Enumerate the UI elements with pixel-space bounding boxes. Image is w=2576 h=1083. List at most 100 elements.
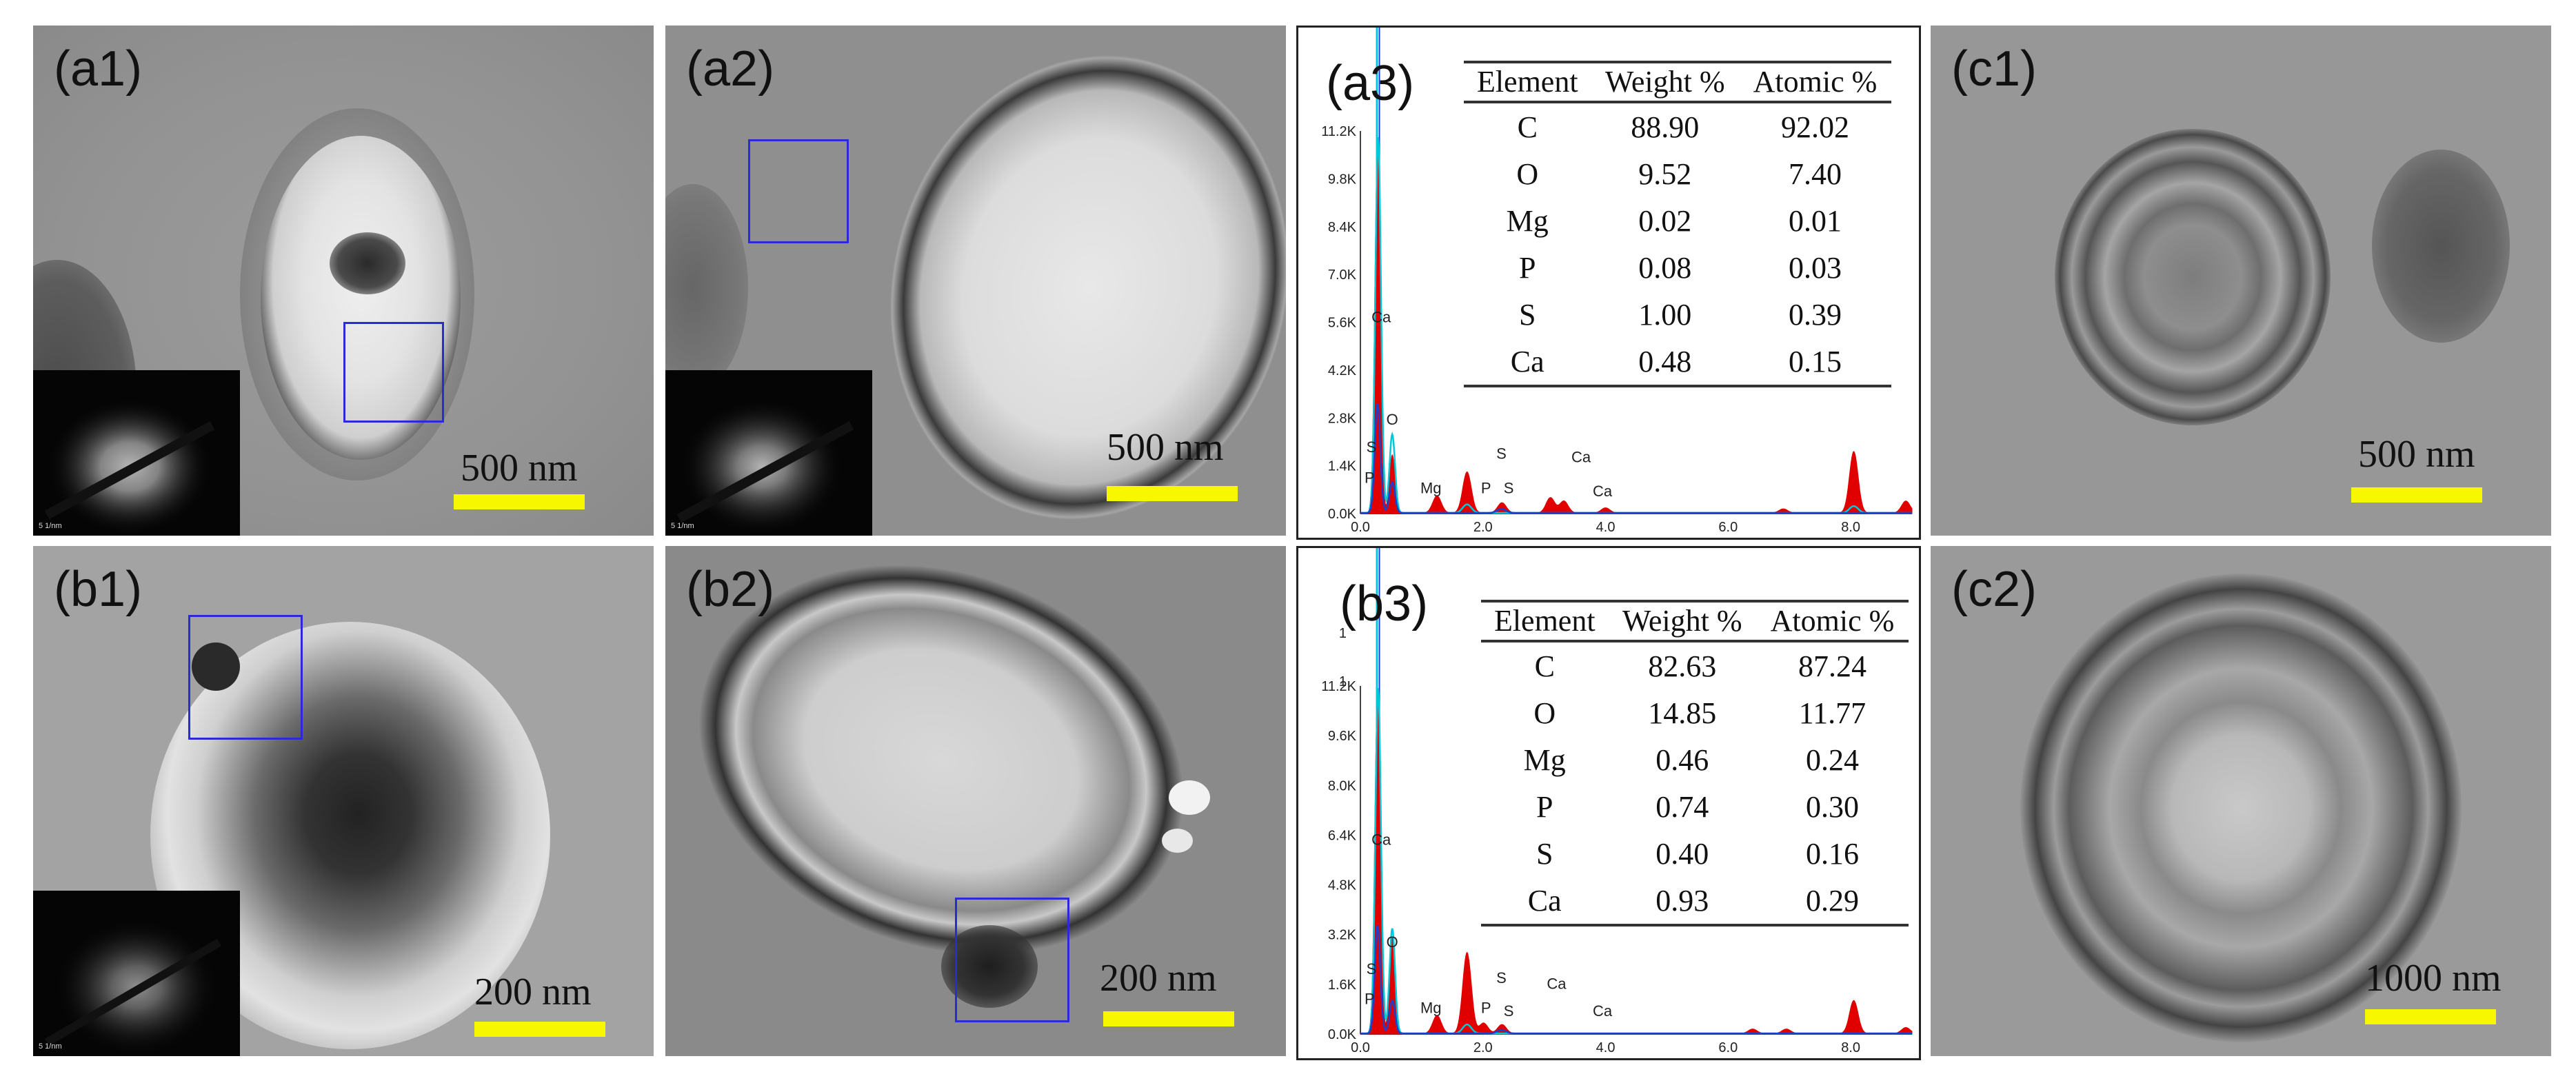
panel-b3: 0.0K 1.6K 3.2K 4.8K 6.4K 8.0K 9.6K 11.2K 1 1 0.0 2.…	[1296, 546, 1921, 1060]
panel-a1: 5 1/nm (a1) 500 nm	[33, 26, 654, 536]
spectrum-blue	[1360, 403, 1912, 514]
scale-bar-b2	[1103, 1011, 1234, 1026]
panel-a3: 0.0K 1.4K 2.8K 4.2K 5.6K 7.0K 8.4K 9.8K 11.2K 0.0…	[1296, 26, 1921, 540]
peak-label: S	[1367, 438, 1377, 456]
table-row: S 1.00 0.39	[1464, 291, 1891, 338]
peak-label: S	[1496, 969, 1507, 986]
cell-atomic: 0.03	[1788, 250, 1842, 285]
peak-label: Mg	[1420, 1000, 1442, 1017]
scale-bar-a2	[1107, 486, 1238, 501]
table-row: Ca 0.48 0.15	[1464, 338, 1891, 388]
peak-label: Ca	[1571, 449, 1591, 466]
dark-inclusion	[330, 232, 405, 294]
scale-bar-c2	[2365, 1009, 2496, 1024]
x-tick-label: 0.0	[1351, 1040, 1370, 1055]
x-tick-label: 6.0	[1718, 1040, 1738, 1055]
cell-element: Ca	[1464, 338, 1591, 388]
scale-label-a1: 500 nm	[461, 447, 578, 489]
roi-box-b2	[955, 898, 1069, 1022]
panel-label-a1: (a1)	[54, 41, 143, 97]
dark-inclusion	[192, 642, 240, 691]
composition-table-a3: Element Weight % Atomic % C 88.90 92.02 O 9…	[1464, 60, 1891, 388]
panel-label-b2: (b2)	[686, 562, 775, 617]
cell-weight: 0.02	[1638, 203, 1692, 238]
peak-label: Ca	[1371, 831, 1391, 849]
x-tick-label: 8.0	[1841, 520, 1860, 535]
scale-label-b1: 200 nm	[474, 971, 592, 1013]
panel-b1: 5 1/nm (b1) 200 nm	[33, 546, 654, 1056]
cell-weight: 0.93	[1608, 877, 1756, 927]
cell-weight: 0.40	[1656, 836, 1709, 871]
dark-cell-right	[2372, 150, 2510, 343]
peak-label: S	[1504, 1002, 1514, 1020]
y-tick-label: 8.4K	[1328, 220, 1357, 235]
cell-element: S	[1536, 836, 1553, 871]
table-row: Mg 0.02 0.01	[1464, 197, 1891, 244]
cell-atomic: 7.40	[1788, 156, 1842, 191]
peak-label: S	[1496, 445, 1507, 463]
scale-label-a2: 500 nm	[1107, 426, 1224, 469]
inset-scale-label: 5 1/nm	[39, 1042, 62, 1051]
peak-label: P	[1365, 469, 1375, 486]
peak-label: O	[1387, 411, 1398, 428]
panel-b2: (b2) 200 nm	[665, 546, 1286, 1056]
cell-element: S	[1519, 297, 1536, 332]
panel-label-b3: (b3)	[1340, 576, 1429, 631]
cell-weight: 0.74	[1656, 789, 1709, 824]
panel-label-a3: (a3)	[1326, 56, 1415, 111]
peak-label: S	[1504, 479, 1514, 496]
table-row: P 0.74 0.30	[1481, 783, 1909, 830]
cell-weight: 0.46	[1656, 742, 1709, 777]
diffraction-pattern	[676, 398, 854, 536]
cell-weight: 14.85	[1648, 696, 1717, 730]
cell-atomic: 0.39	[1788, 297, 1842, 332]
y-tick-label: 0.0K	[1328, 1027, 1357, 1042]
peak-label: O	[1387, 933, 1398, 951]
y-tick-label: 1.4K	[1328, 459, 1357, 474]
scale-bar-c1	[2351, 487, 2482, 503]
spectrum-blue	[1360, 925, 1912, 1035]
roi-box-b1	[188, 615, 303, 740]
diffraction-inset-b1: 5 1/nm	[33, 891, 240, 1056]
column-header-atomic: Atomic %	[1755, 599, 1909, 643]
cell-element: Mg	[1506, 203, 1549, 238]
scale-label-c2: 1000 nm	[2365, 957, 2502, 1000]
peak-label: P	[1481, 1000, 1491, 1017]
panel-a2: 5 1/nm (a2) 500 nm	[665, 26, 1286, 536]
table-row: C 88.90 92.02	[1464, 102, 1891, 150]
y-tick-label: 9.6K	[1328, 729, 1357, 744]
cell-element: C	[1517, 110, 1538, 144]
diffraction-inset-a1: 5 1/nm	[33, 370, 240, 536]
cell-atomic: 0.16	[1805, 836, 1859, 871]
scale-label-b2: 200 nm	[1100, 957, 1217, 1000]
cell-element: Ca	[1481, 877, 1609, 927]
panel-c1: (c1) 500 nm	[1931, 26, 2551, 536]
inset-scale-label: 5 1/nm	[671, 522, 694, 530]
y-tick-label: 4.2K	[1328, 363, 1357, 378]
y-tick-label: 5.6K	[1328, 316, 1357, 331]
cell-weight: 1.00	[1638, 297, 1692, 332]
diffraction-pattern	[44, 918, 222, 1056]
y-tick-label: 1.6K	[1328, 978, 1357, 993]
peak-label: Ca	[1547, 975, 1567, 993]
panel-label-a2: (a2)	[686, 41, 775, 97]
x-tick-label: 2.0	[1473, 520, 1493, 535]
cell-element: P	[1536, 789, 1553, 824]
table-row: C 82.63 87.24	[1481, 641, 1909, 689]
cell-atomic: 92.02	[1780, 110, 1849, 144]
y-tick-label: 11.2K	[1321, 124, 1356, 139]
table-row: Mg 0.46 0.24	[1481, 736, 1909, 783]
cell-element: O	[1516, 156, 1539, 191]
bright-crystal	[1169, 780, 1210, 815]
column-header-atomic: Atomic %	[1738, 60, 1891, 104]
table-row: O 9.52 7.40	[1464, 150, 1891, 197]
inset-scale-label: 5 1/nm	[39, 522, 62, 530]
cell-rings	[2055, 129, 2331, 425]
cell-weight: 9.52	[1638, 156, 1692, 191]
y-tick-label: 3.2K	[1328, 928, 1357, 943]
y-tick-label: 1	[1339, 674, 1347, 689]
y-tick-label: 9.8K	[1328, 172, 1357, 187]
x-tick-label: 8.0	[1841, 1040, 1860, 1055]
column-header-element: Element	[1481, 599, 1609, 643]
